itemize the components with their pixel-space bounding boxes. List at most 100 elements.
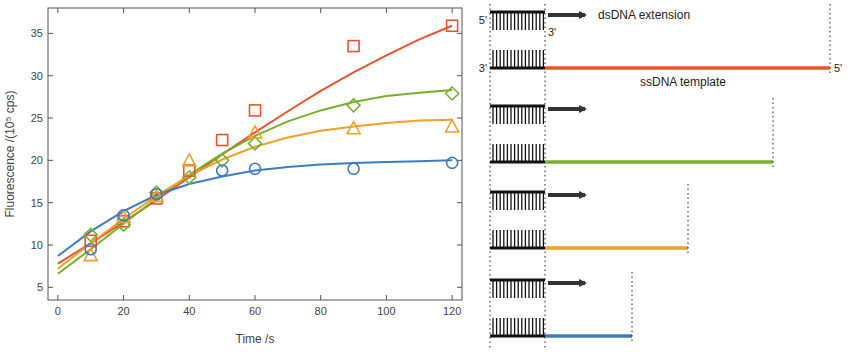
base-pair xyxy=(521,192,522,210)
marker-triangle xyxy=(117,211,130,223)
template-strand xyxy=(545,334,632,338)
marker-circle xyxy=(85,244,96,255)
base-pair xyxy=(514,318,515,336)
base-pair xyxy=(514,230,515,248)
base-pair xyxy=(507,192,508,210)
fit-line xyxy=(58,160,452,256)
base-pair xyxy=(525,106,526,124)
marker-diamond xyxy=(249,137,262,150)
marker-triangle xyxy=(183,154,196,166)
x-tick xyxy=(123,295,124,300)
base-pair xyxy=(532,50,533,68)
marker-square xyxy=(250,105,261,116)
base-pair xyxy=(507,230,508,248)
base-pair xyxy=(539,192,540,210)
x-tick-label: 0 xyxy=(55,305,61,317)
base-pair xyxy=(507,12,508,30)
guide-line xyxy=(490,4,491,348)
construct xyxy=(490,272,632,342)
y-axis-label: Fluorescence /(10⁵ cps) xyxy=(3,90,17,217)
base-pair xyxy=(539,144,540,162)
base-pair xyxy=(525,280,526,298)
base-pair xyxy=(496,12,497,30)
base-pair xyxy=(536,280,537,298)
y-tick xyxy=(48,160,53,161)
base-pair xyxy=(539,230,540,248)
extension-arrow xyxy=(548,107,585,111)
base-pair xyxy=(525,12,526,30)
y-tick-right xyxy=(457,202,462,203)
x-tick xyxy=(57,295,58,300)
base-pair xyxy=(510,192,511,210)
strand-end-label: 5' xyxy=(479,14,487,26)
base-pair xyxy=(518,12,519,30)
marker-circle xyxy=(118,210,129,221)
base-pair xyxy=(528,144,529,162)
y-tick-right xyxy=(457,33,462,34)
x-tick-label: 60 xyxy=(249,305,261,317)
base-pair xyxy=(503,106,504,124)
end-guide xyxy=(688,184,689,254)
base-pair xyxy=(518,192,519,210)
diagram: 5'3'3'5'dsDNA extensionssDNA template xyxy=(479,4,842,348)
marker-diamond xyxy=(446,87,459,100)
extension-arrow xyxy=(548,281,585,285)
y-tick xyxy=(48,75,53,76)
construct xyxy=(490,184,688,254)
fit-line xyxy=(58,90,452,274)
base-pair xyxy=(539,318,540,336)
base-pair xyxy=(528,280,529,298)
y-tick xyxy=(48,244,53,245)
base-pair xyxy=(525,50,526,68)
base-pair xyxy=(500,230,501,248)
y-tick-label: 15 xyxy=(31,197,43,209)
base-pair xyxy=(543,230,544,248)
marker-diamond xyxy=(183,171,196,184)
base-pair xyxy=(521,106,522,124)
end-guide xyxy=(830,4,831,74)
base-pair xyxy=(492,144,493,162)
plot-frame xyxy=(48,8,462,300)
extension-arrow xyxy=(548,13,585,17)
base-pair xyxy=(528,106,529,124)
base-pair xyxy=(536,50,537,68)
base-pair xyxy=(521,280,522,298)
base-pair xyxy=(528,230,529,248)
marker-circle xyxy=(151,189,162,200)
y-tick-right xyxy=(457,118,462,119)
x-tick-label: 120 xyxy=(443,305,461,317)
base-pair xyxy=(507,50,508,68)
marker-triangle xyxy=(150,189,163,201)
base-pair xyxy=(496,230,497,248)
base-pair xyxy=(496,192,497,210)
base-pair xyxy=(503,144,504,162)
x-tick-top xyxy=(386,8,387,13)
base-pair xyxy=(543,12,544,30)
base-pair xyxy=(510,230,511,248)
marker-triangle xyxy=(249,126,262,138)
base-pair xyxy=(503,318,504,336)
template-strand xyxy=(545,160,773,164)
base-pair xyxy=(532,192,533,210)
base-pair xyxy=(496,280,497,298)
template-label: ssDNA template xyxy=(640,75,726,89)
base-pair xyxy=(514,192,515,210)
y-tick-right xyxy=(457,75,462,76)
base-pair xyxy=(521,50,522,68)
construct xyxy=(490,98,773,168)
base-pair xyxy=(518,318,519,336)
base-pair xyxy=(543,144,544,162)
y-tick xyxy=(48,33,53,34)
base-pair xyxy=(514,280,515,298)
base-pair xyxy=(518,50,519,68)
y-tick-label: 5 xyxy=(37,281,43,293)
x-tick-top xyxy=(255,8,256,13)
base-pair xyxy=(514,50,515,68)
end-guide xyxy=(773,98,774,168)
base-pair xyxy=(532,280,533,298)
base-pair xyxy=(514,144,515,162)
base-pair xyxy=(500,106,501,124)
base-pair xyxy=(536,106,537,124)
y-tick-label: 35 xyxy=(31,27,43,39)
base-pair xyxy=(543,50,544,68)
